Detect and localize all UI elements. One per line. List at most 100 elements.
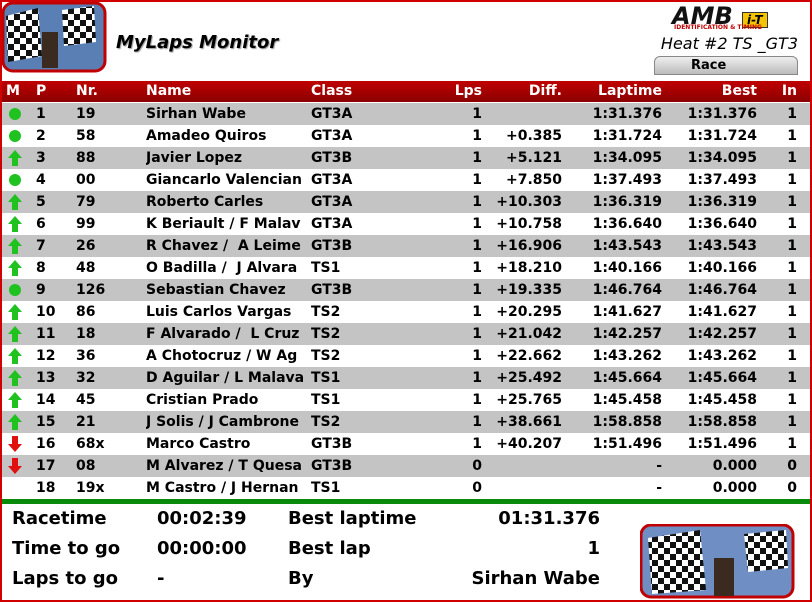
table-cell: 0.000 [712,480,757,496]
status-icon [9,130,21,142]
table-cell: +5.121 [505,150,562,166]
table-cell: 0 [472,458,482,474]
table-cell: 1 [472,414,482,430]
table-cell: TS1 [311,480,341,496]
table-cell: 1 [787,348,797,364]
table-cell: 2 [36,128,46,144]
table-cell: 1 [787,282,797,298]
table-cell: 19x [76,480,105,496]
table-cell: GT3A [311,106,353,122]
table-cell: +22.662 [496,348,562,364]
table-cell: 1:42.257 [687,326,757,342]
table-cell: 17 [36,458,56,474]
table-cell: 1 [472,282,482,298]
table-cell: 1 [787,370,797,386]
table-cell: 1 [787,172,797,188]
table-cell: +18.210 [496,260,562,276]
table-cell: 1:36.319 [687,194,757,210]
table-cell: +10.303 [496,194,562,210]
table-cell: R Chavez / A Leime [146,238,301,254]
table-cell: 1 [472,150,482,166]
table-row: 18 19x M Castro / J Hernan TS1 0 - 0.000 0 [2,477,810,499]
table-cell: 86 [76,304,96,320]
race-tab-label[interactable]: Race [691,58,727,73]
table-cell: 1:46.764 [592,282,662,298]
table-cell: 00 [76,172,96,188]
table-cell: 1 [472,216,482,232]
table-cell: 1:43.262 [592,348,662,364]
table-cell: 1 [472,194,482,210]
table-cell: 1 [472,348,482,364]
table-cell: GT3B [311,150,353,166]
table-row: 6 99 K Beriault / F Malav GT3A 1 +10.758 1:36.… [2,213,810,235]
separator [2,499,810,504]
table-cell: 10 [36,304,56,320]
table-cell: A Chotocruz / W Ag [146,348,298,364]
table-cell: 1 [787,150,797,166]
table-cell: 1:40.166 [592,260,662,276]
table-cell: 1:58.858 [687,414,757,430]
brand-badge: i-T [742,12,768,28]
table-cell: 1 [787,326,797,342]
table-cell: Amadeo Quiros [146,128,267,144]
table-row: 9 126 Sebastian Chavez GT3B 1 +19.335 1:46.764… [2,279,810,301]
summary-label: Best lap [288,538,371,559]
table-row: 7 26 R Chavez / A Leime GT3B 1 +16.906 1:43.54… [2,235,810,257]
table-cell: 12 [36,348,56,364]
table-cell: - [656,480,662,496]
table-cell: 14 [36,392,56,408]
table-cell: 1:31.376 [687,106,757,122]
table-cell: 19 [76,106,96,122]
table-row: 12 36 A Chotocruz / W Ag TS2 1 +22.662 1:43.26… [2,345,810,367]
table-cell: 1 [36,106,46,122]
table-cell: 0 [787,458,797,474]
table-cell: 11 [36,326,56,342]
table-cell: 1:43.262 [687,348,757,364]
table-cell: M Castro / J Hernan [146,480,299,496]
table-cell: +40.207 [496,436,562,452]
table-cell: Luis Carlos Vargas [146,304,292,320]
table-cell: Giancarlo Valencian [146,172,302,188]
table-cell: 7 [36,238,46,254]
table-cell: 08 [76,458,96,474]
table-cell: +38.661 [496,414,562,430]
table-cell: 1 [787,106,797,122]
table-cell: 1:31.724 [687,128,757,144]
table-cell: 1 [472,106,482,122]
table-cell: +19.335 [496,282,562,298]
status-icon [8,216,22,232]
table-cell: 79 [76,194,96,210]
column-header: Diff. [528,83,562,99]
column-header: Nr. [76,83,98,99]
table-cell: 0 [787,480,797,496]
summary-value: Sirhan Wabe [471,568,600,589]
table-cell: 1 [787,414,797,430]
table-row: 2 58 Amadeo Quiros GT3A 1 +0.385 1:31.724 1:31.… [2,125,810,147]
table-cell: 58 [76,128,96,144]
table-cell: 1:37.493 [687,172,757,188]
status-icon [8,260,22,276]
table-cell: +16.906 [496,238,562,254]
column-header: Laptime [598,83,662,99]
table-cell: 9 [36,282,46,298]
brand-tagline: IDENTIFICATION & TIMING [674,24,762,31]
table-cell: +7.850 [505,172,562,188]
table-cell: +25.765 [496,392,562,408]
status-icon [8,304,22,320]
table-cell: 1:41.627 [687,304,757,320]
column-header: M [6,83,20,99]
status-icon [8,414,22,430]
table-cell: 1:36.640 [687,216,757,232]
table-cell: 15 [36,414,56,430]
table-cell: 26 [76,238,96,254]
table-cell: 1 [787,194,797,210]
column-header: Class [311,83,353,99]
table-cell: 1 [787,436,797,452]
table-cell: 45 [76,392,96,408]
table-row: 8 48 O Badilla / J Alvara TS1 1 +18.210 1:40.1… [2,257,810,279]
status-icon [8,436,22,452]
summary-label: Laps to go [12,568,118,589]
table-cell: 1:46.764 [687,282,757,298]
race-tab[interactable]: Race [654,56,798,75]
table-cell: 1 [472,238,482,254]
